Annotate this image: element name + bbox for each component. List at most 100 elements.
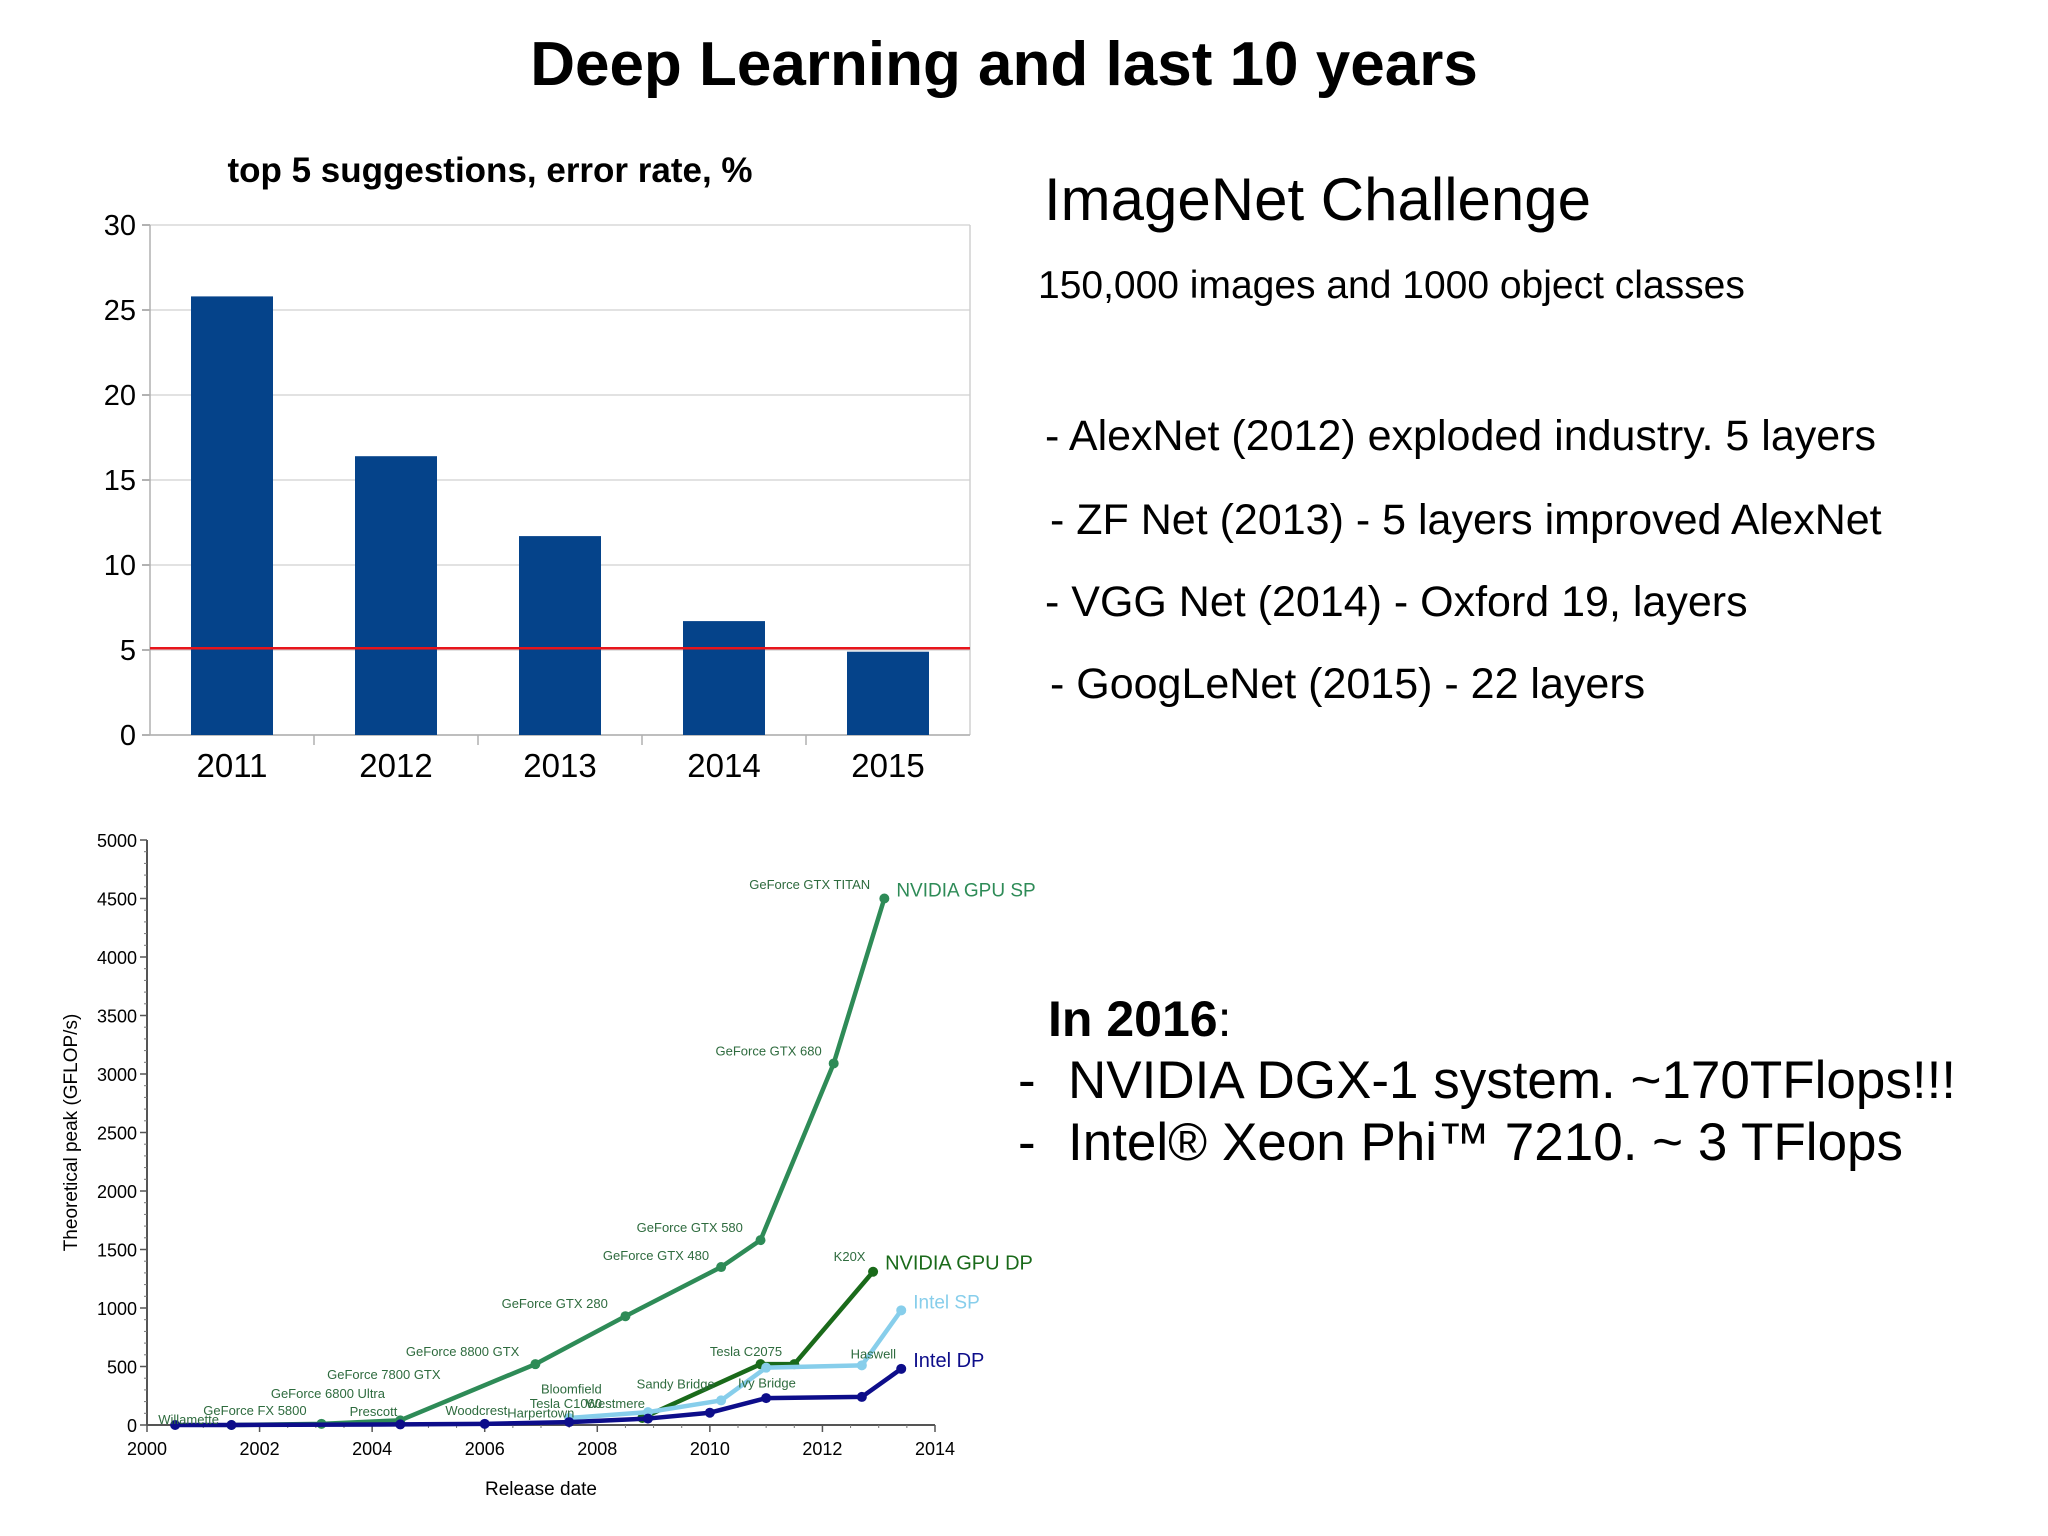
bar <box>191 296 273 735</box>
bullet-googlenet: - GoogLeNet (2015) - 22 layers <box>1050 660 1646 708</box>
slide-title: Deep Learning and last 10 years <box>530 30 1478 99</box>
y-tick-label: 0 <box>120 720 136 752</box>
x-tick-label: 2014 <box>915 1439 955 1459</box>
bar <box>847 651 929 735</box>
x-tick-label: 2015 <box>851 747 924 784</box>
series-point <box>868 1266 879 1277</box>
point-annotation: GeForce 7800 GTX <box>327 1367 441 1382</box>
y-tick-label: 20 <box>104 380 136 412</box>
point-annotation: Sandy Bridge <box>637 1377 715 1392</box>
point-annotation: Willamette <box>158 1412 219 1427</box>
x-tick-label: 2000 <box>127 1439 167 1459</box>
chart-title: top 5 suggestions, error rate, % <box>227 151 752 190</box>
imagenet-title: ImageNet Challenge <box>1044 166 1592 233</box>
point-annotation: Harpertown <box>507 1405 574 1420</box>
fact-intel-xeon-phi: - Intel® Xeon Phi™ 7210. ~ 3 TFlops <box>1018 1112 1903 1174</box>
x-axis-label: Release date <box>485 1479 597 1500</box>
point-annotation: GeForce 6800 Ultra <box>271 1386 386 1401</box>
x-tick-label: 2014 <box>687 747 760 784</box>
x-tick-label: 2010 <box>690 1439 730 1459</box>
point-annotation: GeForce GTX 280 <box>502 1296 608 1311</box>
fact-dash: - <box>1018 1051 1036 1110</box>
series-point <box>395 1419 406 1430</box>
y-tick-label: 15 <box>104 465 136 497</box>
series-line <box>641 1270 875 1421</box>
in-2016-colon: : <box>1217 991 1232 1047</box>
point-annotation: GeForce FX 5800 <box>203 1403 306 1418</box>
y-tick-label: 2000 <box>97 1182 137 1202</box>
fact-dash: - <box>1018 1113 1036 1172</box>
series-point <box>479 1418 490 1429</box>
series-point <box>856 1391 867 1402</box>
series-point <box>170 1420 181 1430</box>
y-tick-label: 0 <box>127 1416 137 1436</box>
y-tick-label: 1500 <box>97 1241 137 1261</box>
y-tick-label: 2500 <box>97 1124 137 1144</box>
y-axis-label: Theoretical peak (GFLOP/s) <box>61 1014 82 1252</box>
y-tick-label: 10 <box>104 550 136 582</box>
x-tick-label: 2006 <box>465 1439 505 1459</box>
fact-text: NVIDIA DGX-1 system. ~170TFlops!!! <box>1068 1051 1957 1110</box>
series-point <box>226 1420 237 1430</box>
fact-text: Intel® Xeon Phi™ 7210. ~ 3 TFlops <box>1068 1113 1904 1172</box>
bar <box>519 536 601 735</box>
series-point <box>530 1359 541 1370</box>
series-point <box>755 1235 766 1246</box>
y-tick-label: 5 <box>120 635 136 667</box>
x-tick-label: 2012 <box>802 1439 842 1459</box>
gflops-line-chart: 0 500 1000 1500 2000 2500 3000 3500 4000 4500 5000… <box>61 831 1036 1500</box>
series-point <box>879 893 890 904</box>
y-tick-label: 4500 <box>97 890 137 910</box>
series-line <box>568 1309 904 1421</box>
point-annotation: Westmere <box>586 1396 645 1411</box>
x-tick-label: 2002 <box>240 1439 280 1459</box>
point-annotation: GeForce GTX 480 <box>603 1248 709 1263</box>
y-tick-label: 3500 <box>97 1007 137 1027</box>
bar <box>355 456 437 735</box>
in-2016-label: In 2016 <box>1048 991 1218 1047</box>
series-point <box>896 1363 907 1374</box>
series-point <box>704 1407 715 1418</box>
bullet-alexnet: - AlexNet (2012) exploded industry. 5 la… <box>1045 412 1876 460</box>
in-2016-heading: In 2016: <box>1048 990 1231 1048</box>
point-annotation: Prescott <box>350 1404 398 1419</box>
y-tick-label: 3000 <box>97 1065 137 1085</box>
series-point <box>716 1262 727 1273</box>
series-line <box>175 1367 903 1428</box>
point-annotation: Bloomfield <box>541 1381 602 1396</box>
series-point <box>761 1393 772 1404</box>
imagenet-subtitle: 150,000 images and 1000 object classes <box>1038 264 1745 307</box>
series-label: Intel SP <box>913 1292 980 1313</box>
point-annotation: Ivy Bridge <box>738 1376 796 1391</box>
bar <box>683 621 765 735</box>
series-point <box>761 1362 772 1373</box>
x-tick-label: 2008 <box>577 1439 617 1459</box>
series-point <box>716 1395 727 1406</box>
x-tick-label: 2013 <box>523 747 596 784</box>
point-annotation: GeForce 8800 GTX <box>406 1344 520 1359</box>
y-tick-label: 1000 <box>97 1299 137 1319</box>
series-point <box>620 1311 631 1322</box>
bullet-zfnet: - ZF Net (2013) - 5 layers improved Alex… <box>1050 496 1882 544</box>
point-annotation: K20X <box>834 1249 866 1264</box>
series-line <box>231 897 887 1428</box>
series-point <box>642 1413 653 1424</box>
y-tick-label: 30 <box>104 210 136 242</box>
y-tick-label: 25 <box>104 295 136 327</box>
y-tick-label: 4000 <box>97 948 137 968</box>
series-point <box>856 1360 867 1371</box>
y-tick-label: 500 <box>107 1358 137 1378</box>
series-label: NVIDIA GPU DP <box>885 1253 1033 1275</box>
series-point <box>896 1305 907 1316</box>
point-annotation: Tesla C2075 <box>710 1344 782 1359</box>
series-point <box>564 1417 575 1428</box>
y-tick-label: 5000 <box>97 831 137 851</box>
point-annotation: GeForce GTX 680 <box>715 1043 821 1058</box>
fact-nvidia-dgx1: - NVIDIA DGX-1 system. ~170TFlops!!! <box>1018 1050 1956 1112</box>
x-tick-label: 2011 <box>197 747 268 784</box>
series-label: Intel DP <box>913 1350 984 1372</box>
error-rate-bar-chart: top 5 suggestions, error rate, % 0 5 10 15 20… <box>104 151 971 784</box>
series-label: NVIDIA GPU SP <box>896 881 1035 902</box>
bullet-vggnet: - VGG Net (2014) - Oxford 19, layers <box>1045 578 1748 626</box>
point-annotation: Woodcrest <box>445 1403 507 1418</box>
